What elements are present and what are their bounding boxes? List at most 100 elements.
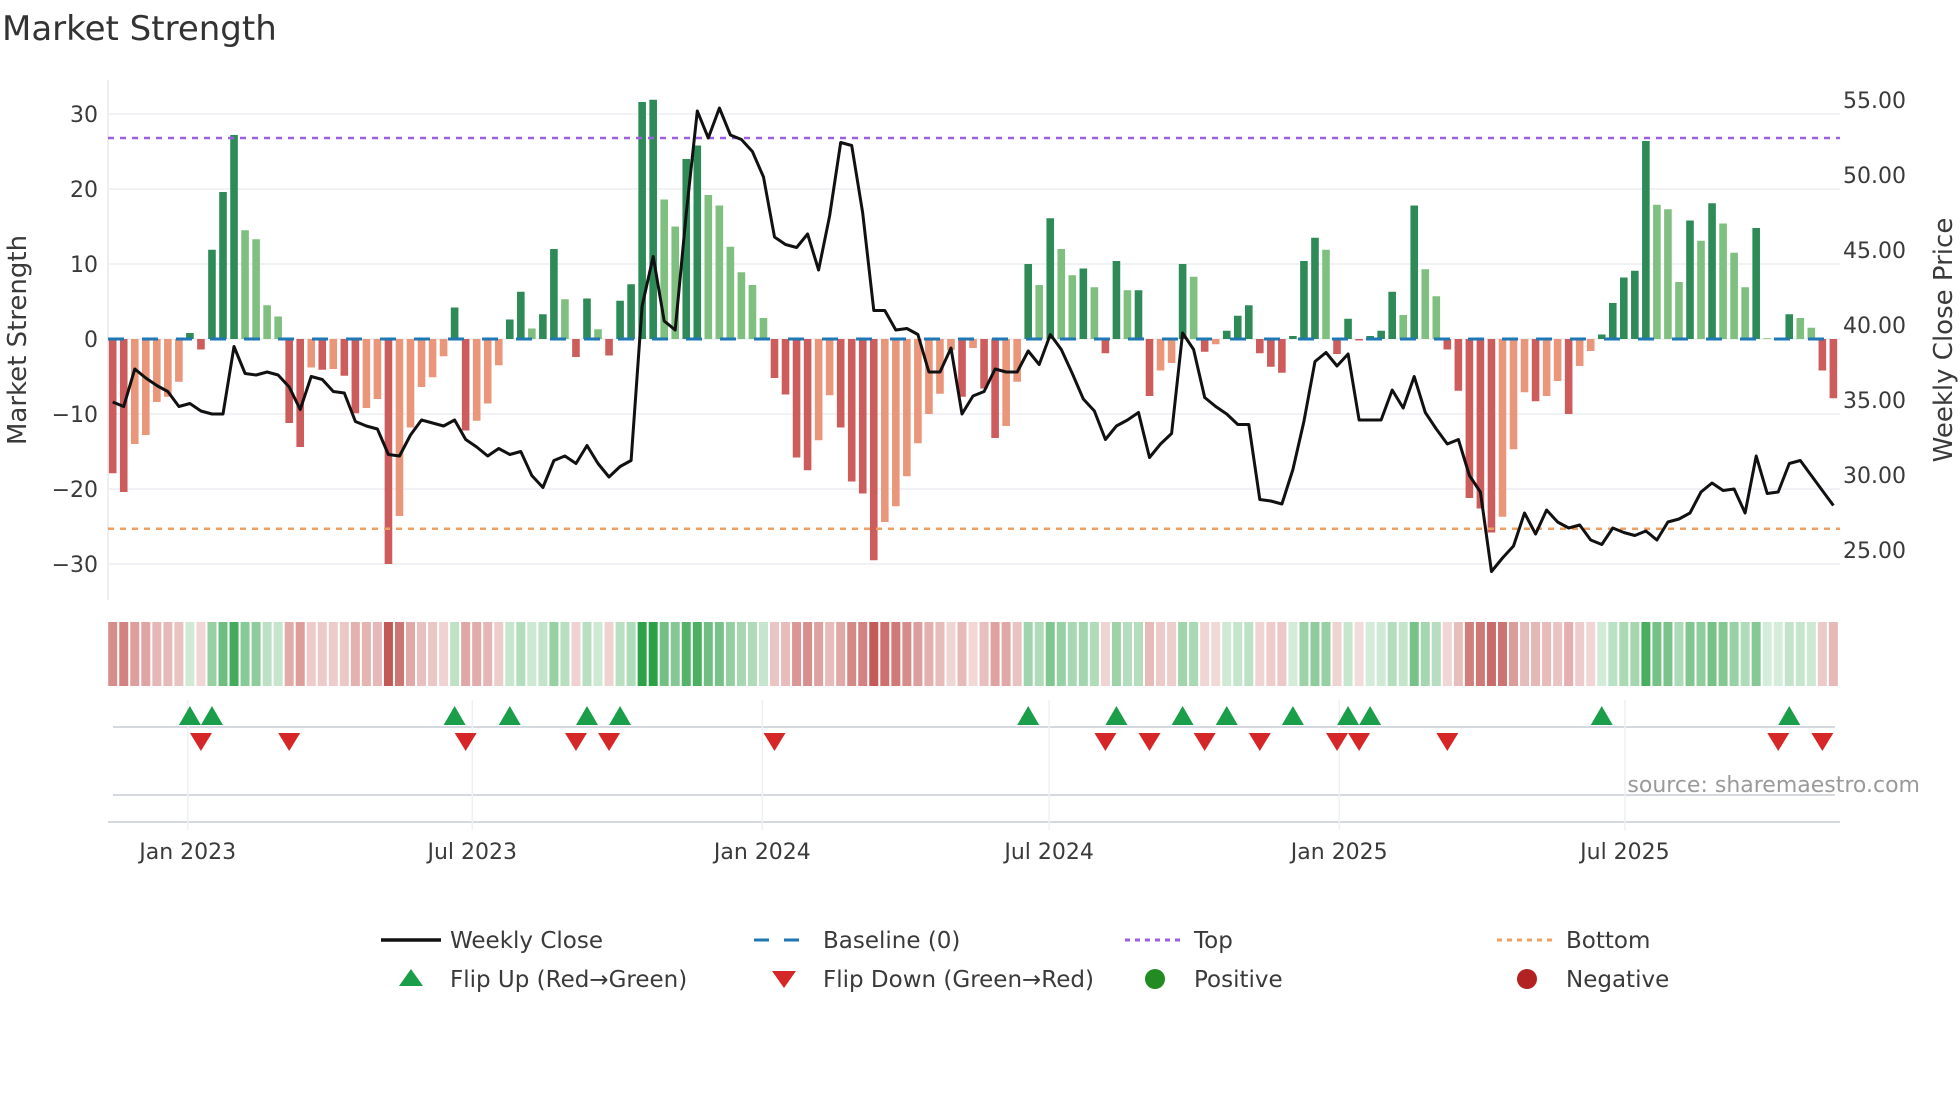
flip-up-marker (1337, 706, 1360, 725)
strength-bar (1079, 268, 1088, 339)
weekly-close-line (112, 106, 1835, 573)
strength-bar (825, 339, 834, 396)
strip-cell (1189, 622, 1199, 686)
strip-cell (1222, 622, 1232, 686)
legend-label: Positive (1194, 967, 1283, 993)
strength-bar (197, 339, 205, 350)
strip-cell (1597, 622, 1607, 686)
flip-down-marker (763, 733, 786, 751)
strip-cell (1409, 622, 1419, 686)
flip-down-marker (1811, 733, 1834, 751)
y2-tick-label: 25.00 (1843, 539, 1906, 564)
strength-bar (792, 339, 801, 458)
strength-bar (252, 239, 260, 339)
strength-bar (726, 246, 735, 339)
strip-cell (1376, 622, 1386, 686)
strength-bar (1719, 223, 1727, 339)
strength-bar (1631, 270, 1639, 339)
strip-cell (670, 622, 680, 686)
strength-bar (1399, 315, 1408, 339)
strip-cell (394, 622, 404, 686)
y2-tick-label: 45.00 (1843, 239, 1906, 264)
strip-cell (163, 622, 173, 686)
strength-bar (649, 99, 657, 339)
axis-ticks: 30 20 10 0 −10 −20 −30 55.00 50.00 45.00 40.00 35.0… (52, 89, 1906, 865)
strength-bar (925, 339, 933, 414)
strip-cell (1178, 622, 1188, 686)
strength-bar (461, 339, 470, 431)
strength-bar (1575, 339, 1584, 366)
strength-bar (1101, 339, 1110, 354)
strip-cell (527, 622, 537, 686)
strip-cell (571, 622, 581, 686)
strength-bar (153, 339, 161, 402)
strip-cell (1100, 622, 1110, 686)
strength-bar (119, 339, 128, 492)
strip-cell (946, 622, 956, 686)
strength-bar (219, 192, 227, 339)
strip-cell (1718, 622, 1728, 686)
strip-cell (130, 622, 140, 686)
strip-cell (1133, 622, 1143, 686)
strength-bar (164, 339, 172, 397)
strength-bar (1123, 290, 1132, 339)
strength-bar (594, 329, 602, 339)
strip-cell (240, 622, 250, 686)
strip-cell (1023, 622, 1033, 686)
strip-cell (836, 622, 846, 686)
strength-bar (130, 339, 139, 444)
strength-bar (1300, 261, 1308, 339)
strength-bar (1443, 339, 1452, 350)
strength-bar (1642, 141, 1650, 339)
strip-cell (1167, 622, 1177, 686)
strength-bar (417, 339, 426, 387)
strength-bar (980, 339, 988, 389)
flip-up-marker (1359, 706, 1382, 725)
strength-bar (1675, 282, 1683, 339)
strip-cell (902, 622, 912, 686)
strip-cell (1531, 622, 1541, 686)
strength-bar (1035, 285, 1044, 339)
strength-bar (285, 339, 293, 423)
strip-cell (681, 622, 691, 686)
strength-bar (704, 195, 713, 339)
strip-cell (538, 622, 548, 686)
strip-cell (1420, 622, 1430, 686)
strength-bar (1189, 276, 1198, 339)
strip-cell (1398, 622, 1408, 686)
strength-bar (1200, 339, 1209, 352)
flip-up-marker (178, 706, 201, 725)
strip-cell (626, 622, 636, 686)
flip-down-marker (1326, 733, 1349, 751)
strength-bar (175, 339, 183, 382)
strip-cell (1354, 622, 1364, 686)
y2-tick-label: 55.00 (1843, 89, 1906, 114)
strength-bar (914, 339, 922, 444)
strip-cell (406, 622, 416, 686)
flip-down-marker (1436, 733, 1459, 751)
strength-bar (561, 299, 569, 339)
strip-cell (858, 622, 868, 686)
flip-down-marker (1094, 733, 1117, 751)
strip-cell (659, 622, 669, 686)
strip-cell (1233, 622, 1243, 686)
legend-symbol-negative (1517, 969, 1537, 989)
strength-bar (1421, 269, 1430, 339)
flip-down-marker (598, 733, 621, 751)
strength-bar (1024, 264, 1032, 339)
strip-cell (957, 622, 967, 686)
y2-tick-label: 40.00 (1843, 314, 1906, 339)
strip-cell (1475, 622, 1485, 686)
legend-label: Bottom (1566, 928, 1650, 954)
strip-cell (1740, 622, 1750, 686)
strength-bar (881, 339, 889, 522)
flip-up-marker (609, 706, 632, 725)
strength-bar (307, 339, 316, 368)
strip-cell (1817, 622, 1827, 686)
strip-cell (770, 622, 779, 686)
strength-bar (274, 316, 282, 339)
strength-bar (1134, 290, 1143, 339)
strength-bar (638, 102, 646, 339)
strength-bar (660, 199, 668, 339)
